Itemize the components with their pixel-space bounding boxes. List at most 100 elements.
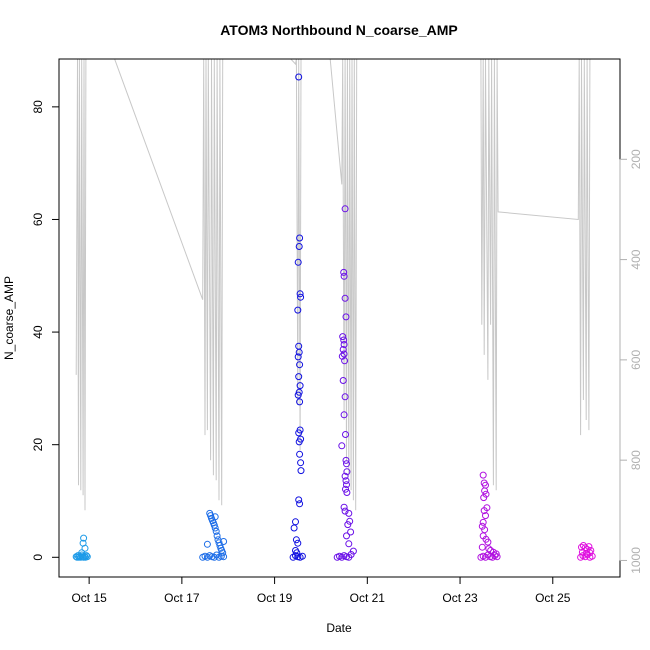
altitude-trace-line bbox=[75, 59, 591, 511]
data-point bbox=[220, 553, 228, 561]
data-point bbox=[339, 333, 347, 341]
data-point bbox=[78, 549, 86, 557]
data-point bbox=[340, 341, 348, 348]
chart-title: ATOM3 Northbound N_coarse_AMP bbox=[220, 22, 458, 38]
data-point bbox=[484, 538, 492, 546]
x-tick-label: Oct 17 bbox=[164, 591, 200, 605]
data-point bbox=[294, 539, 302, 547]
data-point bbox=[80, 534, 88, 542]
x-tick-label: Oct 19 bbox=[257, 591, 293, 605]
y-axis-label: N_coarse_AMP bbox=[2, 276, 16, 360]
data-point bbox=[479, 518, 487, 526]
data-point bbox=[294, 391, 302, 399]
y2-tick-label: 600 bbox=[629, 350, 643, 370]
y-tick-label: 80 bbox=[31, 100, 45, 114]
data-point bbox=[347, 528, 355, 536]
y2-axis: 200 400 600 800 1000 bbox=[619, 149, 643, 574]
data-point bbox=[295, 243, 303, 250]
data-point bbox=[344, 521, 352, 529]
data-point bbox=[340, 268, 348, 276]
data-point bbox=[211, 513, 219, 521]
data-point bbox=[298, 552, 306, 560]
data-point bbox=[297, 459, 305, 467]
data-point bbox=[220, 538, 228, 545]
y-tick-label: 0 bbox=[31, 554, 45, 561]
data-point bbox=[297, 467, 305, 475]
data-point bbox=[342, 456, 350, 464]
data-point bbox=[340, 503, 348, 511]
data-point bbox=[294, 258, 302, 266]
data-point bbox=[340, 350, 348, 358]
data-point bbox=[292, 518, 299, 526]
data-point bbox=[345, 540, 353, 548]
data-point bbox=[297, 293, 305, 301]
data-point bbox=[482, 553, 489, 561]
data-point bbox=[340, 336, 348, 344]
data-point bbox=[296, 234, 304, 242]
data-point bbox=[295, 429, 303, 437]
data-point bbox=[340, 411, 348, 419]
data-point bbox=[341, 294, 349, 302]
data-point bbox=[342, 477, 350, 485]
y2-tick-label: 200 bbox=[629, 149, 643, 169]
y-tick-label: 60 bbox=[31, 212, 45, 226]
x-tick-label: Oct 15 bbox=[71, 591, 107, 605]
data-point bbox=[343, 468, 351, 476]
data-point bbox=[345, 509, 353, 517]
data-point bbox=[295, 438, 303, 446]
data-point bbox=[343, 489, 351, 496]
data-point bbox=[211, 524, 219, 532]
data-point bbox=[294, 353, 302, 361]
data-point bbox=[342, 431, 349, 438]
data-point bbox=[203, 540, 211, 548]
data-point bbox=[293, 549, 301, 557]
data-point bbox=[341, 507, 349, 515]
data-point bbox=[339, 346, 347, 353]
data-point bbox=[295, 496, 303, 504]
data-point bbox=[480, 507, 488, 515]
x-axis-label: Date bbox=[326, 621, 352, 635]
data-point bbox=[210, 553, 218, 561]
x-tick-label: Oct 23 bbox=[442, 591, 478, 605]
data-point bbox=[482, 512, 489, 520]
y-tick-label: 20 bbox=[31, 438, 45, 452]
data-point bbox=[349, 547, 357, 555]
data-point bbox=[296, 382, 304, 390]
y-tick-label: 40 bbox=[31, 325, 45, 339]
data-point bbox=[478, 543, 486, 551]
data-point bbox=[295, 348, 303, 356]
data-point bbox=[340, 272, 348, 280]
data-point bbox=[295, 373, 303, 381]
data-point bbox=[296, 500, 304, 508]
data-point bbox=[296, 450, 304, 458]
data-points bbox=[72, 73, 596, 561]
data-point bbox=[343, 481, 350, 489]
data-point bbox=[342, 485, 349, 493]
x-tick-label: Oct 25 bbox=[535, 591, 571, 605]
data-point bbox=[343, 532, 350, 540]
data-point bbox=[481, 487, 489, 495]
data-point bbox=[213, 551, 221, 559]
data-point bbox=[343, 460, 350, 468]
data-point bbox=[219, 549, 227, 557]
data-point bbox=[81, 544, 89, 552]
data-point bbox=[485, 545, 493, 553]
data-point bbox=[341, 357, 349, 365]
data-point bbox=[492, 550, 500, 558]
data-point bbox=[480, 494, 488, 502]
x-tick-label: Oct 21 bbox=[350, 591, 386, 605]
data-point bbox=[341, 393, 349, 401]
y2-tick-label: 800 bbox=[629, 450, 643, 470]
data-point bbox=[296, 361, 304, 369]
data-point bbox=[342, 313, 350, 321]
data-point bbox=[339, 377, 347, 384]
y2-tick-label: 400 bbox=[629, 249, 643, 269]
data-point bbox=[213, 532, 221, 540]
data-point bbox=[296, 398, 304, 406]
data-point bbox=[296, 290, 304, 298]
data-point bbox=[582, 549, 590, 557]
data-point bbox=[212, 527, 220, 535]
data-point bbox=[295, 73, 303, 81]
data-point bbox=[83, 553, 91, 561]
